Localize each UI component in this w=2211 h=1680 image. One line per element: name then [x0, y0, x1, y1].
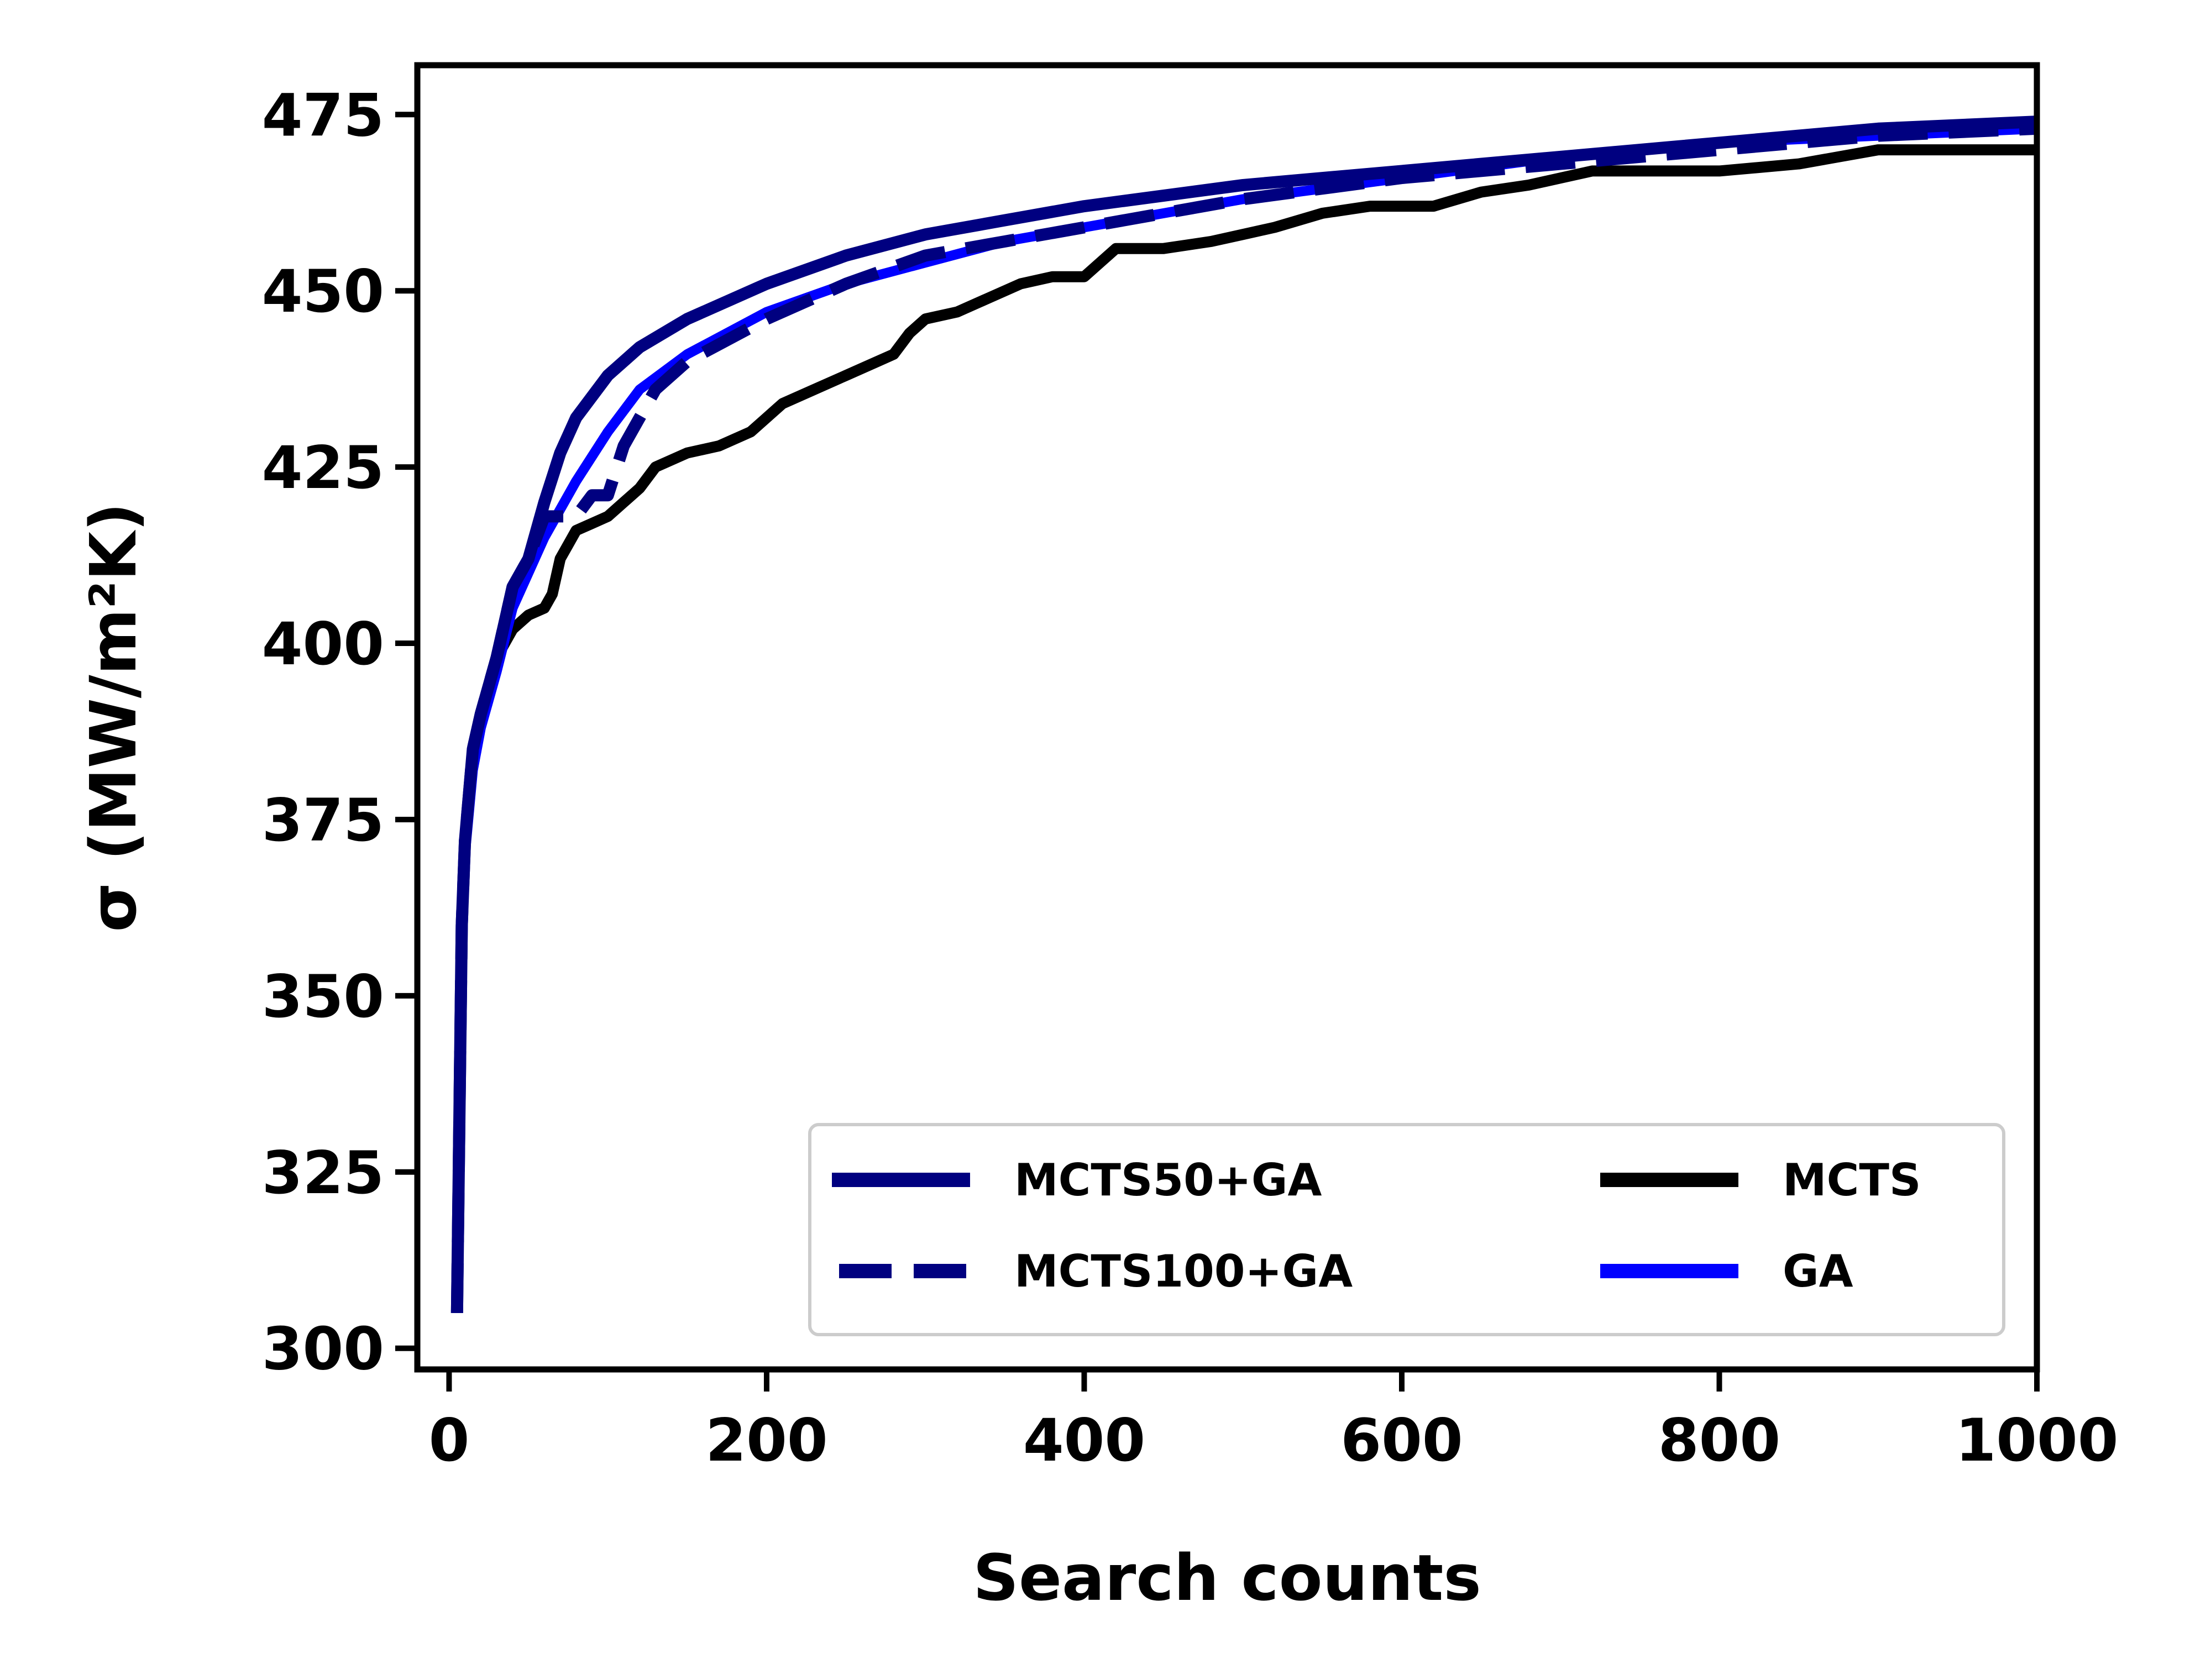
legend-label-mcts50-ga: MCTS50+GA: [1014, 1154, 1322, 1206]
y-axis-label: σ (MW/m²K): [77, 502, 151, 932]
x-tick-label: 0: [429, 1406, 470, 1474]
x-tick-label: 600: [1340, 1406, 1463, 1474]
legend-label-mcts: MCTS: [1783, 1154, 1921, 1206]
y-tick-label: 425: [262, 434, 384, 502]
y-tick-label: 475: [262, 81, 384, 149]
y-tick-label: 400: [262, 610, 384, 678]
y-tick-label: 325: [262, 1139, 384, 1207]
x-tick-label: 400: [1023, 1406, 1145, 1474]
legend-label-ga: GA: [1783, 1246, 1853, 1297]
plot-frame: [414, 62, 2040, 1373]
y-tick-label: 375: [262, 786, 384, 854]
y-axis: 300 325 350 375 400 425 450 475: [262, 81, 417, 1383]
legend: MCTS50+GA MCTS100+GA MCTS GA: [808, 1123, 2005, 1336]
x-tick-label: 800: [1658, 1406, 1780, 1474]
x-axis: 0 200 400 600 800 1000: [429, 1369, 2119, 1474]
y-tick-label: 350: [262, 963, 384, 1031]
x-tick-label: 200: [705, 1406, 827, 1474]
x-tick-label: 1000: [1955, 1406, 2118, 1474]
series-layer: [450, 116, 2037, 1314]
y-tick-label: 300: [262, 1315, 384, 1383]
series-line-mcts100-ga: [450, 122, 2037, 1314]
series-line-mcts: [451, 144, 2037, 1314]
legend-label-mcts100-ga: MCTS100+GA: [1014, 1246, 1353, 1297]
series-line-mcts50-ga: [450, 116, 2037, 1314]
x-axis-label: Search counts: [973, 1541, 1481, 1615]
y-tick-label: 450: [262, 258, 384, 326]
